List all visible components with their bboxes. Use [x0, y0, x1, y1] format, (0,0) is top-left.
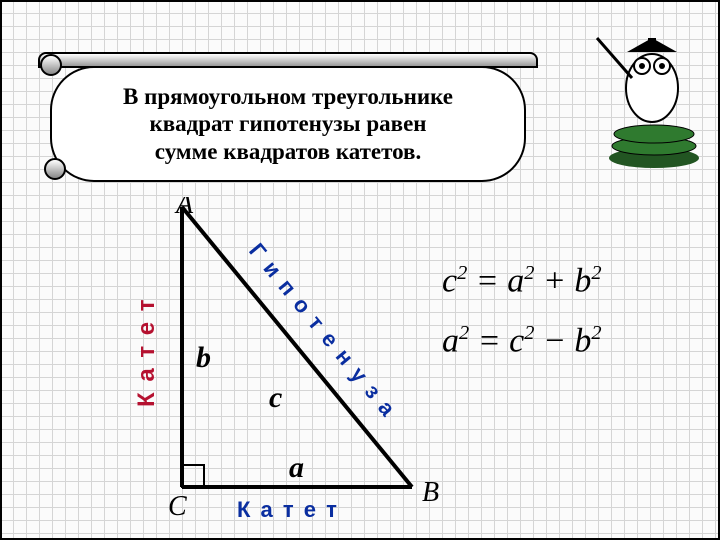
theorem-line3: сумме квадратов катетов. — [155, 138, 421, 166]
diagram-stage: A B Ca b c К а т е т К а т е т Г и п о т е н у … — [42, 197, 682, 527]
svg-text:A: A — [174, 197, 194, 220]
theorem-banner: В прямоугольном треугольнике квадрат гип… — [38, 52, 538, 182]
scholar-owl-icon — [592, 8, 712, 181]
triangle-svg: A B Ca b c К а т е т К а т е т Г и п о т е н у … — [42, 197, 682, 527]
svg-text:c: c — [269, 381, 282, 414]
svg-text:b: b — [196, 341, 211, 374]
svg-text:a: a — [289, 451, 304, 484]
scroll-curl-top — [40, 54, 62, 76]
svg-text:К а т е т: К а т е т — [237, 497, 339, 522]
svg-text:B: B — [422, 477, 439, 508]
scroll-body: В прямоугольном треугольнике квадрат гип… — [50, 66, 526, 182]
formula-1: c2 = a2 + b2 — [442, 262, 602, 300]
formula-2: a2 = c2 − b2 — [442, 322, 602, 360]
svg-text:Г и п о т е н у з а: Г и п о т е н у з а — [244, 238, 401, 422]
scroll-curl-bottom — [44, 158, 66, 180]
svg-text:К а т е т: К а т е т — [133, 297, 160, 407]
svg-text:C: C — [168, 491, 187, 522]
theorem-line2: квадрат гипотенузы равен — [149, 110, 426, 138]
theorem-line1: В прямоугольном треугольнике — [123, 83, 453, 111]
